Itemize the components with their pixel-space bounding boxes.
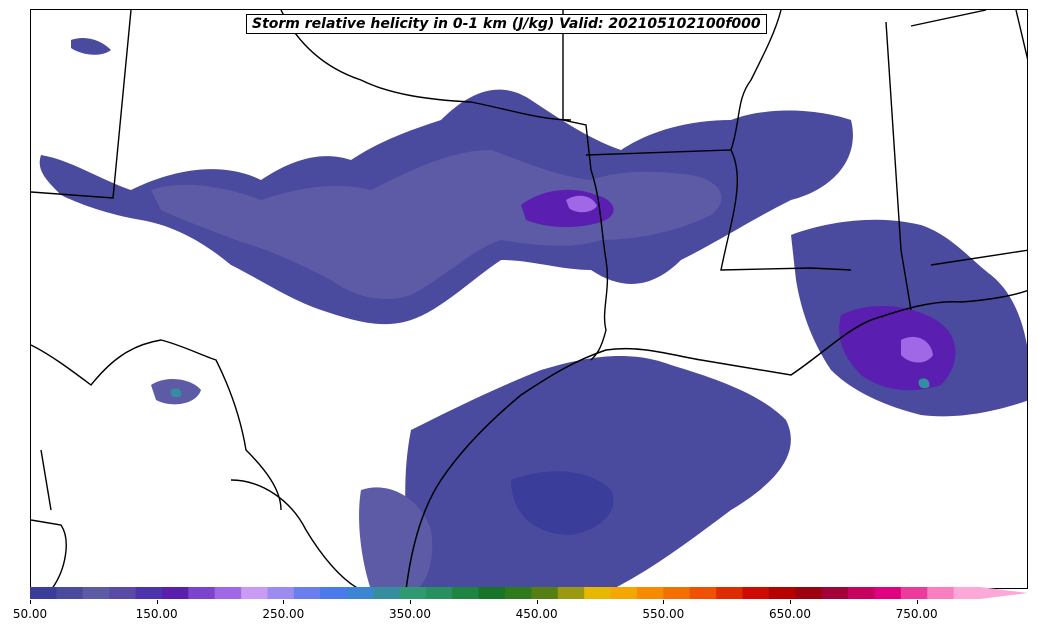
colorbar-tick-mark xyxy=(283,600,285,604)
colorbar-swatch xyxy=(848,587,875,599)
colorbar-swatch xyxy=(267,587,295,599)
colorbar-tick-label: 450.00 xyxy=(515,607,558,621)
helicity-north-blob xyxy=(71,38,111,55)
colorbar-swatch xyxy=(478,587,506,599)
colorbar-swatch xyxy=(109,587,137,599)
colorbar xyxy=(30,587,1028,599)
colorbar-tick-mark xyxy=(790,600,791,604)
colorbar-swatch xyxy=(900,587,928,599)
colorbar-swatch xyxy=(505,587,532,599)
helicity-east-hot xyxy=(901,336,933,363)
helicity-core-light xyxy=(566,195,597,213)
colorbar-swatch xyxy=(768,587,796,599)
colorbar-swatch xyxy=(399,587,427,599)
colorbar-tick-mark xyxy=(916,600,918,604)
coastline xyxy=(405,289,1027,588)
colorbar-tick-mark xyxy=(30,600,31,604)
colorbar-swatch xyxy=(373,587,400,599)
colorbar-swatch xyxy=(161,587,189,599)
colorbar-tick-label: 550.00 xyxy=(642,607,685,621)
colorbar-swatch xyxy=(584,587,612,599)
colorbar-tick-mark xyxy=(410,600,411,604)
colorbar-swatch xyxy=(56,587,84,599)
colorbar-tick-label: 50.00 xyxy=(12,607,48,621)
colorbar-swatch xyxy=(953,587,981,599)
helicity-coast-texas xyxy=(359,487,433,588)
colorbar-tick-label: 150.00 xyxy=(135,607,178,621)
colorbar-tick-label: 350.00 xyxy=(389,607,431,621)
colorbar-swatch xyxy=(241,587,268,599)
helicity-gulf xyxy=(405,355,791,588)
colorbar-swatch xyxy=(874,587,902,599)
helicity-east-peak xyxy=(918,378,930,389)
colorbar-swatch xyxy=(293,587,321,599)
colorbar-tick-mark xyxy=(663,600,665,604)
map-panel xyxy=(30,9,1028,589)
helicity-gulf-deep xyxy=(511,471,614,535)
colorbar-swatch xyxy=(82,587,110,599)
state-borders xyxy=(31,10,1027,588)
colorbar-tick-mark xyxy=(156,600,158,604)
map-title: Storm relative helicity in 0-1 km (J/kg)… xyxy=(246,14,767,34)
colorbar-tick-label: 250.00 xyxy=(262,607,305,621)
colorbar-swatch xyxy=(346,587,374,599)
colorbar-swatch xyxy=(557,587,585,599)
colorbar-swatch xyxy=(689,587,717,599)
helicity-east-core xyxy=(839,305,956,391)
helicity-fields xyxy=(39,38,1027,588)
colorbar-swatch xyxy=(425,587,453,599)
helicity-map xyxy=(31,10,1027,588)
colorbar-swatch xyxy=(636,587,664,599)
colorbar-swatch xyxy=(214,587,242,599)
colorbar-swatch xyxy=(452,587,480,599)
colorbar-swatch xyxy=(320,587,348,599)
helicity-band-core xyxy=(151,150,722,300)
colorbar-swatch xyxy=(610,587,638,599)
colorbar-swatch xyxy=(927,587,955,599)
colorbar-swatch xyxy=(742,587,770,599)
colorbar-swatch xyxy=(821,587,849,599)
helicity-mexico-peak xyxy=(170,388,182,398)
colorbar-swatch xyxy=(30,587,57,599)
colorbar-swatch xyxy=(795,587,823,599)
colorbar-swatch xyxy=(135,587,163,599)
colorbar-tick-label: 750.00 xyxy=(895,607,938,621)
colorbar-swatch xyxy=(188,587,216,599)
colorbar-tick-label: 650.00 xyxy=(769,607,811,621)
colorbar-swatch xyxy=(716,587,743,599)
colorbar-swatch xyxy=(531,587,559,599)
colorbar-swatches xyxy=(30,587,981,599)
colorbar-tick-mark xyxy=(536,600,538,604)
colorbar-extend-arrow xyxy=(980,587,1028,599)
colorbar-swatch xyxy=(663,587,691,599)
